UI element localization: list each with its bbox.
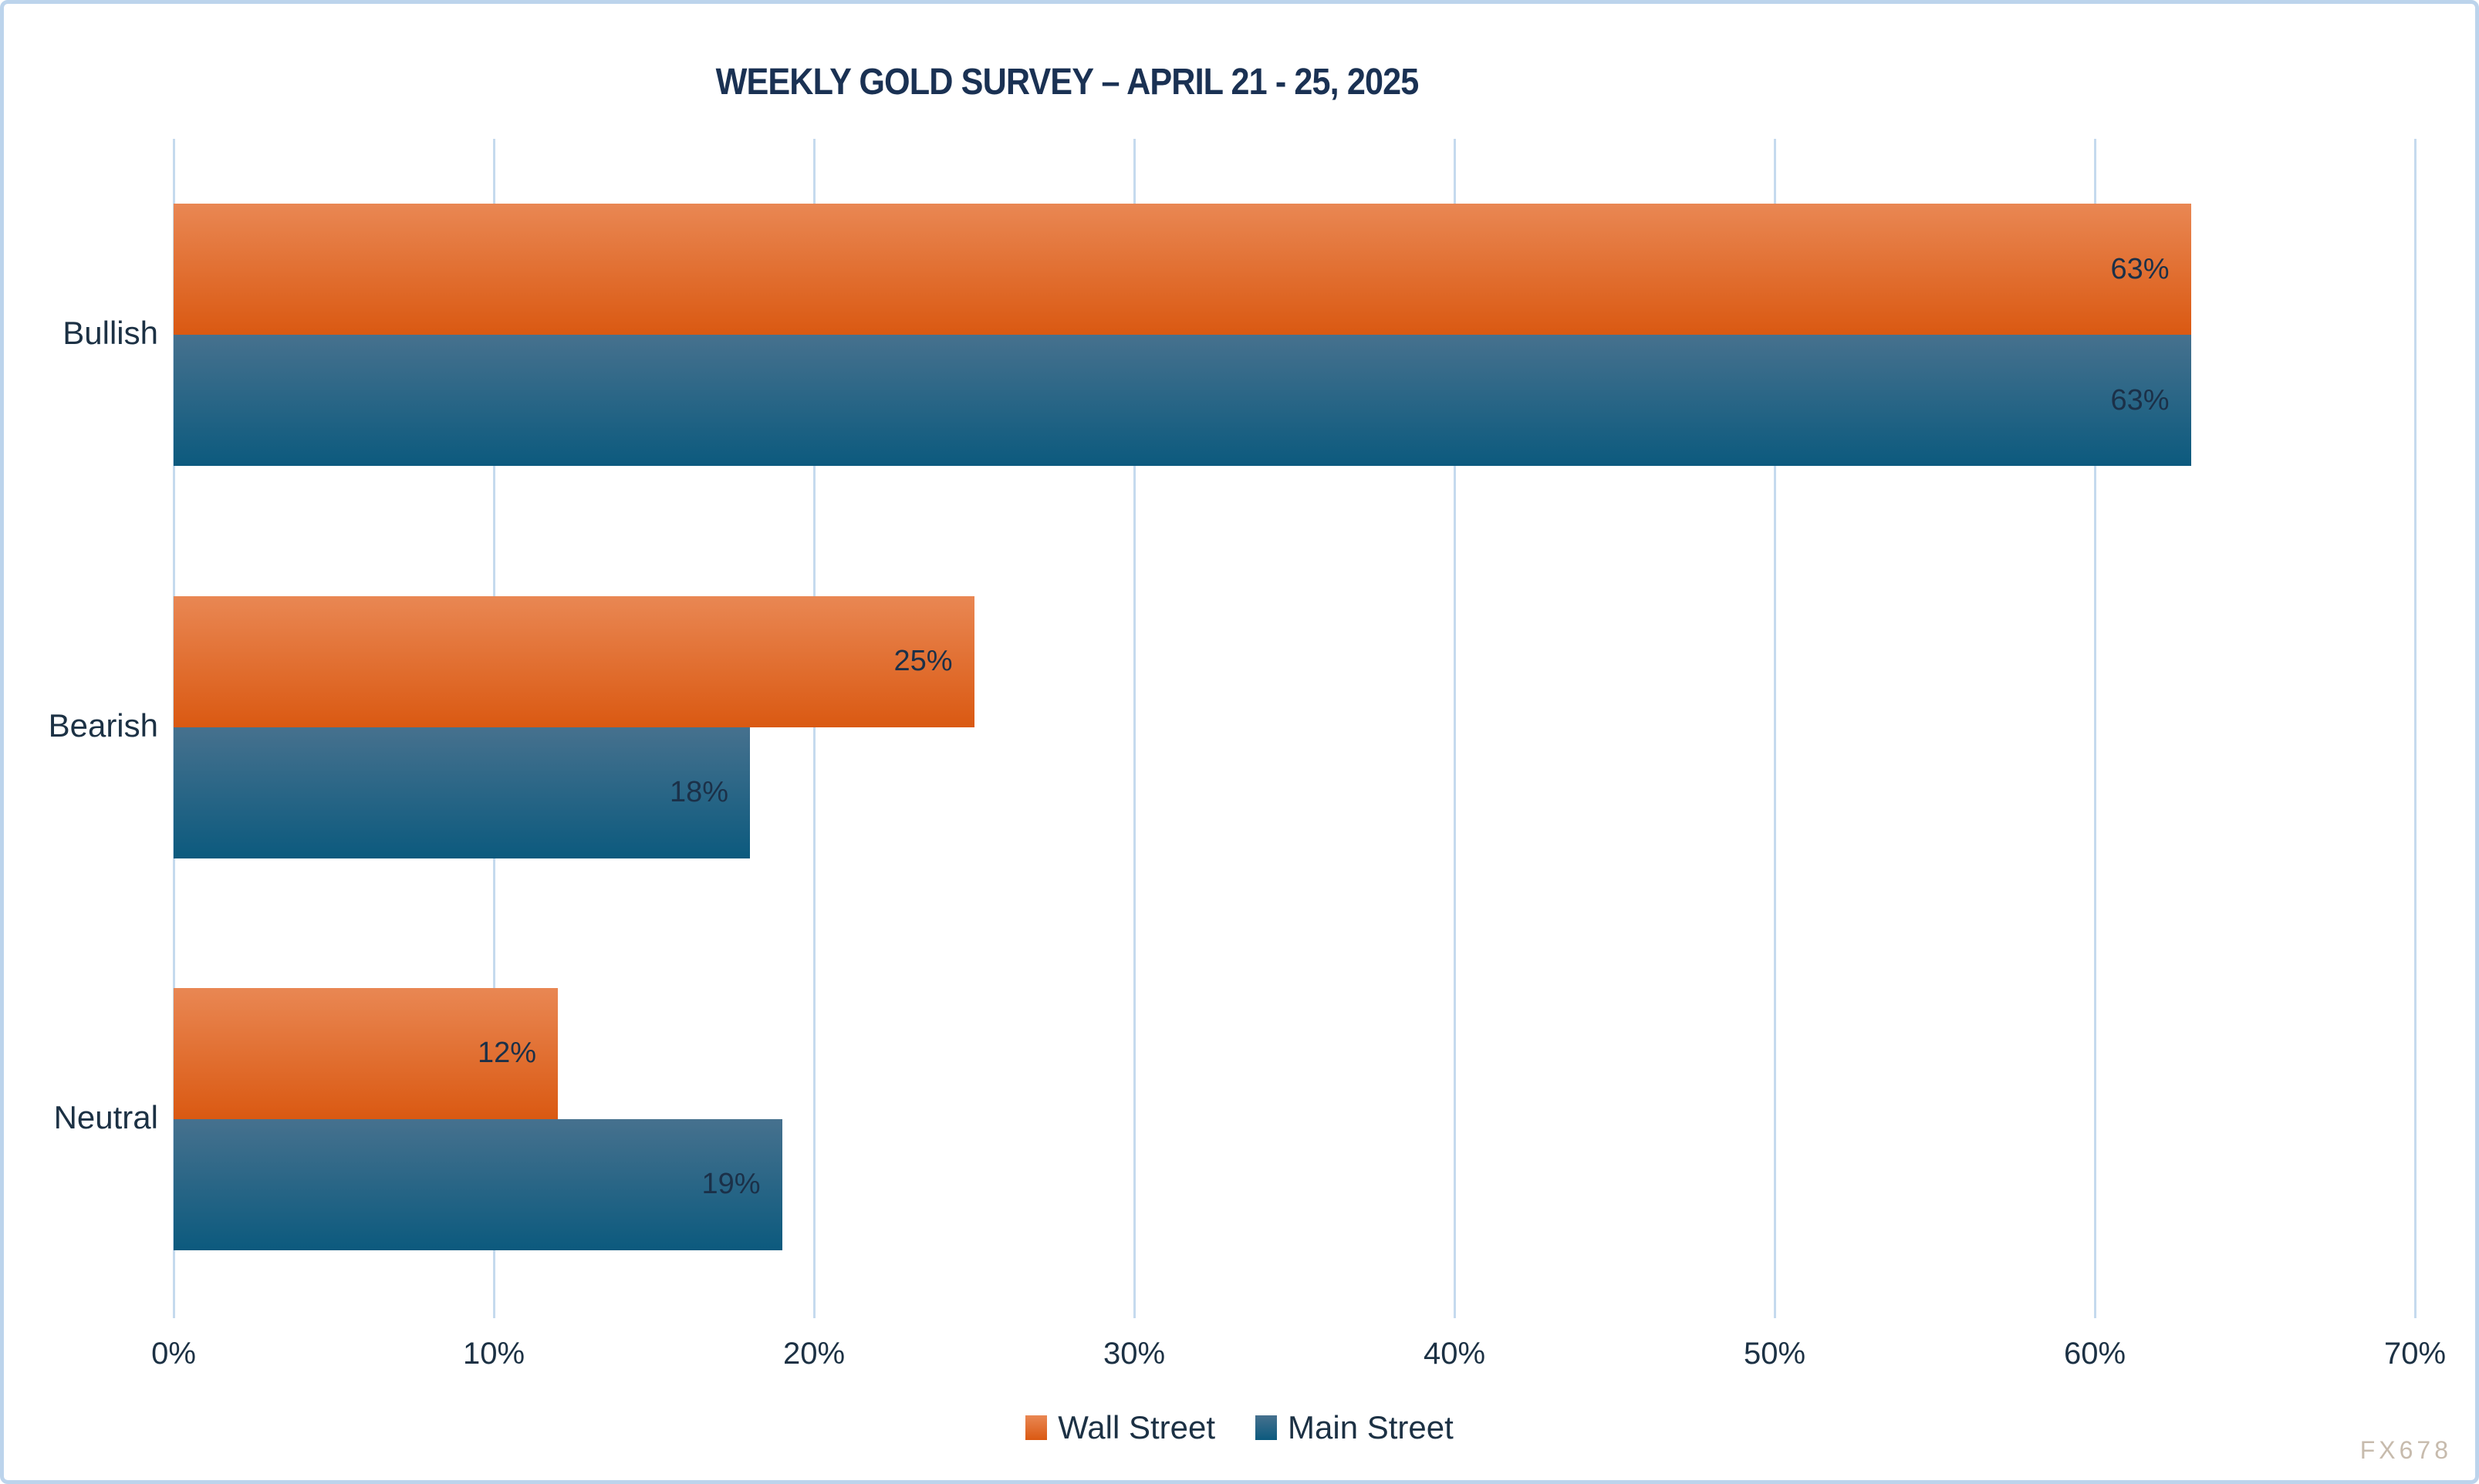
category-label-bullish: Bullish xyxy=(62,315,158,352)
legend-label: Wall Street xyxy=(1058,1409,1216,1445)
bar-main-street-bearish: 18% xyxy=(174,727,750,858)
legend-item-wall-street: Wall Street xyxy=(1025,1409,1215,1446)
gridline-20% xyxy=(813,139,816,1318)
bar-wall-street-bearish: 25% xyxy=(174,595,974,727)
category-label-bearish: Bearish xyxy=(48,707,158,744)
x-tick-label: 70% xyxy=(2383,1337,2447,1371)
legend-swatch-main-street xyxy=(1255,1415,1278,1440)
gridline-60% xyxy=(2094,139,2096,1318)
bar-value-label: 12% xyxy=(477,1037,536,1070)
plot-area: 0% 10% 20% 30% 40% 50% 60% 70% Bullish 63% 63% Bear… xyxy=(49,139,2446,1371)
legend-label: Main Street xyxy=(1288,1409,1454,1445)
bar-value-label: 25% xyxy=(893,645,953,677)
gridline-50% xyxy=(1774,139,1776,1318)
x-tick-label: 30% xyxy=(1103,1337,1166,1371)
x-tick-label: 50% xyxy=(1743,1337,1806,1371)
x-tick-label: 10% xyxy=(462,1337,525,1371)
x-tick-label: 60% xyxy=(2063,1337,2126,1371)
x-tick-label: 40% xyxy=(1423,1337,1486,1371)
legend: Wall Street Main Street xyxy=(4,1409,2475,1446)
gridline-70% xyxy=(2414,139,2417,1318)
bar-main-street-neutral: 19% xyxy=(174,1118,782,1250)
watermark: FX678 xyxy=(2359,1436,2452,1464)
gridline-30% xyxy=(1133,139,1136,1318)
chart-title: WEEKLY GOLD SURVEY – APRIL 21 - 25, 2025 xyxy=(4,61,2130,103)
bar-value-label: 18% xyxy=(669,776,728,808)
bar-value-label: 63% xyxy=(2110,252,2170,285)
x-tick-label: 0% xyxy=(151,1337,196,1371)
bar-value-label: 63% xyxy=(2110,383,2170,417)
chart-title-text: WEEKLY GOLD SURVEY – APRIL 21 - 25, 2025 xyxy=(715,62,1420,103)
gridline-40% xyxy=(1454,139,1456,1318)
bar-wall-street-bullish: 63% xyxy=(174,204,2191,336)
legend-swatch-wall-street xyxy=(1025,1415,1048,1440)
bar-wall-street-neutral: 12% xyxy=(174,987,558,1119)
bar-value-label: 19% xyxy=(701,1168,761,1201)
category-label-neutral: Neutral xyxy=(53,1098,158,1135)
legend-item-main-street: Main Street xyxy=(1255,1409,1454,1446)
x-tick-label: 20% xyxy=(782,1337,846,1371)
bar-main-street-bullish: 63% xyxy=(174,335,2191,467)
